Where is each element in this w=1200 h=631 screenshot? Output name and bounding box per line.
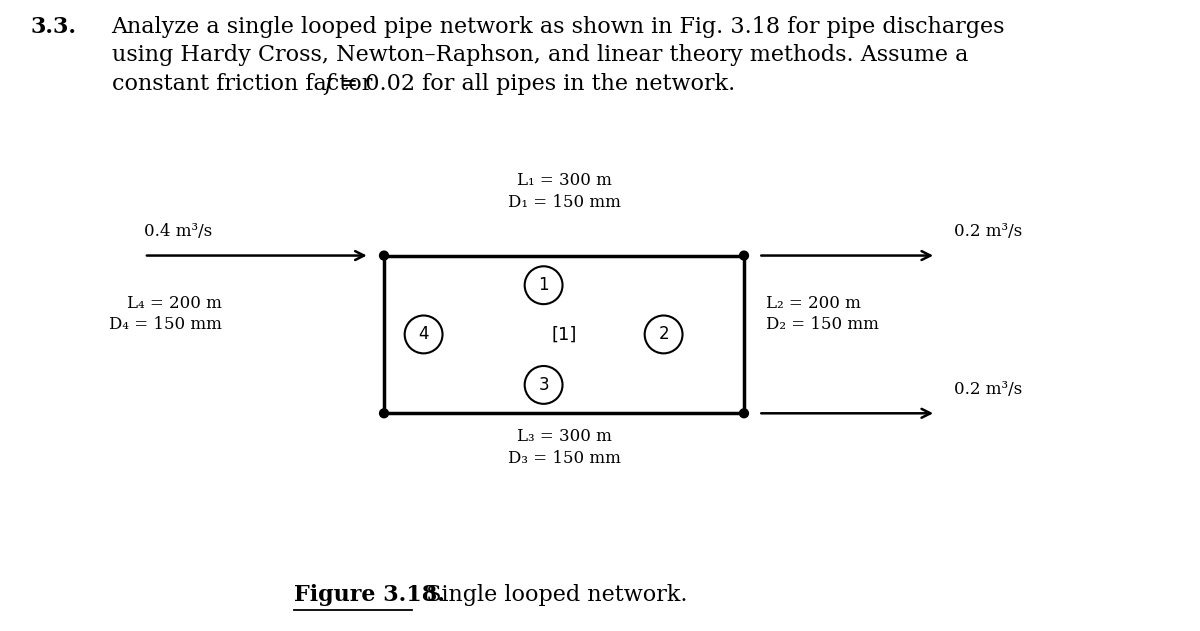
Ellipse shape xyxy=(379,409,389,418)
Text: constant friction factor: constant friction factor xyxy=(112,73,379,95)
Text: 4: 4 xyxy=(419,326,428,343)
Text: D₁ = 150 mm: D₁ = 150 mm xyxy=(508,194,620,211)
Text: [1]: [1] xyxy=(551,326,577,343)
Text: 2: 2 xyxy=(659,326,668,343)
Ellipse shape xyxy=(379,251,389,260)
Text: D₄ = 150 mm: D₄ = 150 mm xyxy=(109,316,222,333)
Ellipse shape xyxy=(524,366,563,404)
Text: Analyze a single looped pipe network as shown in Fig. 3.18 for pipe discharges: Analyze a single looped pipe network as … xyxy=(112,16,1006,38)
Ellipse shape xyxy=(404,316,443,353)
Text: 0.4 m³/s: 0.4 m³/s xyxy=(144,223,212,240)
Text: = 0.02 for all pipes in the network.: = 0.02 for all pipes in the network. xyxy=(335,73,736,95)
Text: 3.3.: 3.3. xyxy=(30,16,76,38)
Text: f: f xyxy=(324,73,332,95)
Ellipse shape xyxy=(644,316,683,353)
Text: L₁ = 300 m: L₁ = 300 m xyxy=(516,172,612,189)
Text: 0.2 m³/s: 0.2 m³/s xyxy=(954,223,1022,240)
Text: using Hardy Cross, Newton–Raphson, and linear theory methods. Assume a: using Hardy Cross, Newton–Raphson, and l… xyxy=(112,44,968,66)
Text: L₂ = 200 m: L₂ = 200 m xyxy=(766,295,860,312)
Ellipse shape xyxy=(739,409,749,418)
Ellipse shape xyxy=(524,266,563,304)
Text: D₃ = 150 mm: D₃ = 150 mm xyxy=(508,450,620,467)
Text: D₂ = 150 mm: D₂ = 150 mm xyxy=(766,316,878,333)
Text: 3: 3 xyxy=(539,376,548,394)
Ellipse shape xyxy=(739,251,749,260)
Text: 1: 1 xyxy=(539,276,548,294)
Text: L₃ = 300 m: L₃ = 300 m xyxy=(516,428,612,445)
Text: Figure 3.18.: Figure 3.18. xyxy=(294,584,445,606)
Text: 0.2 m³/s: 0.2 m³/s xyxy=(954,380,1022,398)
Text: L₄ = 200 m: L₄ = 200 m xyxy=(127,295,222,312)
Text: Single looped network.: Single looped network. xyxy=(412,584,688,606)
